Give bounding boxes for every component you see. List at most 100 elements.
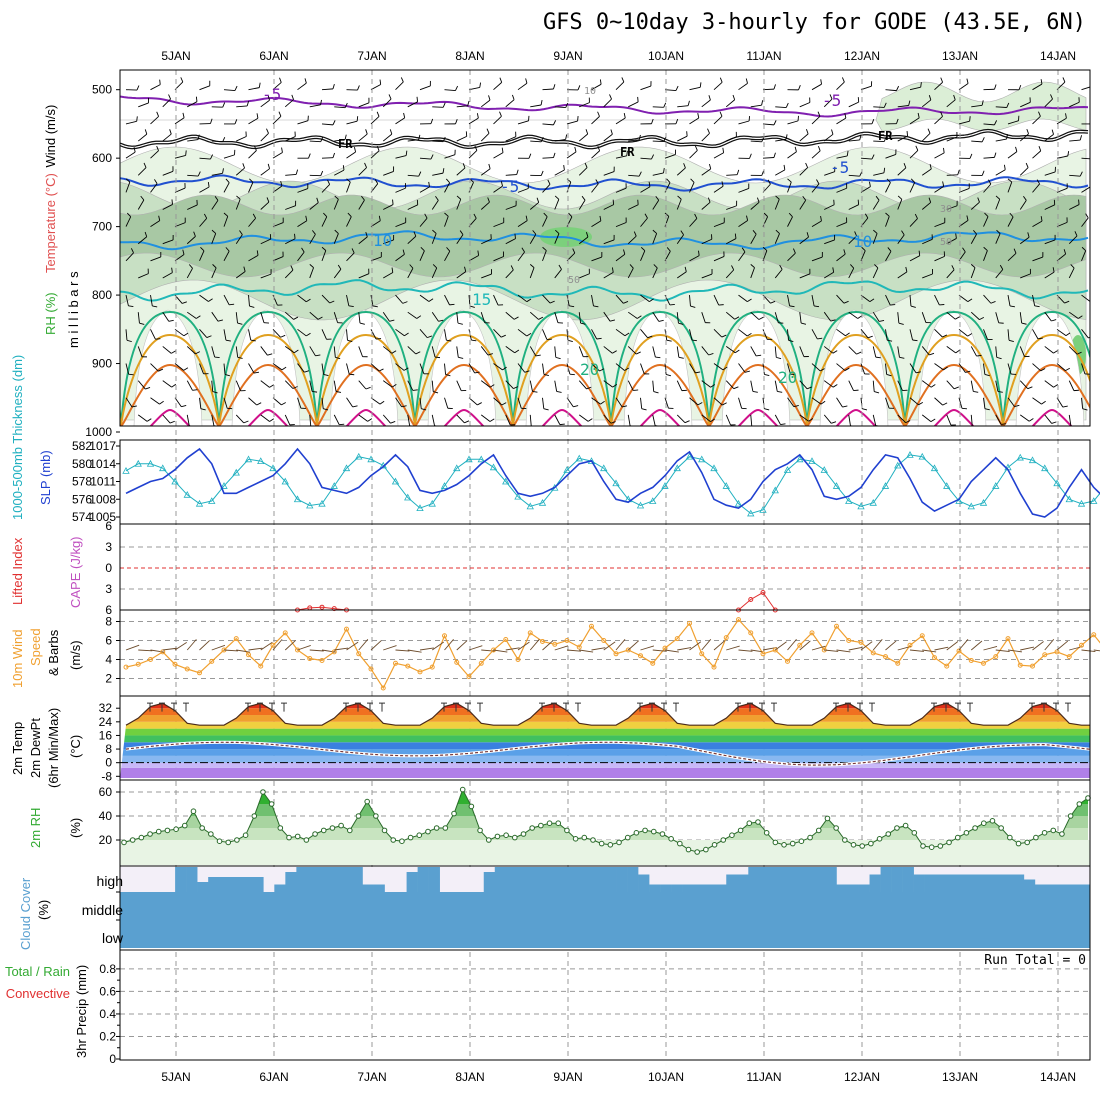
wind-barb-flag — [412, 389, 418, 391]
wind-barb — [358, 380, 367, 390]
wind-barb-flag — [1096, 426, 1100, 427]
wind-barb — [848, 380, 854, 391]
wind-barb — [1069, 139, 1081, 142]
10m-wind-barb — [468, 645, 483, 651]
wind-barb — [444, 154, 456, 159]
wind-barb — [909, 117, 920, 125]
wind-barb-flag — [887, 247, 892, 252]
wind-barb-flag — [469, 178, 474, 183]
wind-barb — [346, 216, 352, 227]
wind-barb — [615, 294, 624, 304]
wind-barb-flag — [1026, 128, 1029, 134]
wind-barb-flag — [1036, 179, 1040, 185]
wind-barb-flag — [430, 154, 434, 160]
wind-barb-flag — [320, 170, 324, 176]
wind-barb-flag — [841, 77, 845, 83]
ylabel-precip: Total / Rain Convective 3hr Precip (mm) — [5, 964, 89, 1058]
wind-barb-flag — [304, 370, 310, 373]
wind-barb — [162, 414, 171, 424]
wind-barb-flag — [574, 146, 577, 152]
wind-barb-flag — [390, 420, 396, 424]
wind-barb-flag — [342, 165, 345, 171]
wind-barb — [677, 135, 688, 142]
wind-barb-flag — [622, 405, 628, 408]
wind-barb — [456, 271, 466, 279]
wind-barb-flag — [280, 334, 286, 338]
wind-barb — [811, 220, 822, 228]
wind-barb — [1007, 397, 1015, 407]
wind-barb — [382, 346, 393, 354]
wind-barb — [456, 312, 459, 324]
wind-barb-flag — [246, 100, 250, 107]
wind-barb — [174, 328, 185, 337]
wind-barb — [1008, 432, 1017, 439]
cloud-high-bar — [748, 867, 760, 892]
thickness-point — [293, 495, 302, 503]
wind-barb — [358, 346, 364, 357]
wind-speed-point — [380, 685, 386, 691]
wind-barb — [603, 239, 615, 245]
wind-barb-flag — [793, 404, 799, 408]
wind-barb — [701, 312, 706, 323]
rh-point — [902, 822, 909, 829]
wind-barb-flag — [722, 402, 727, 406]
wind-barb — [505, 136, 517, 142]
wind-barb-flag — [267, 163, 270, 169]
wind-speed-point — [870, 650, 876, 656]
wind-barb — [640, 329, 648, 339]
wind-barb — [431, 414, 435, 426]
wind-barb-flag — [348, 305, 354, 308]
10m-wind-barb — [358, 639, 369, 651]
cloud-high-bar — [825, 867, 837, 892]
lifted-index-line — [738, 591, 776, 611]
wind-barb — [652, 172, 664, 176]
wind-barb — [738, 220, 748, 227]
wind-barb-flag — [844, 367, 850, 371]
wind-barb — [652, 200, 660, 210]
contour-label: 10 — [853, 232, 872, 251]
wind-barb — [297, 397, 302, 409]
wind-barb-flag — [624, 332, 630, 337]
rh-point — [347, 827, 353, 834]
wind-barb — [1081, 157, 1090, 160]
wind-barb — [592, 432, 600, 440]
rh-point — [1024, 839, 1031, 846]
panel-frame — [119, 609, 1091, 697]
rh-point — [868, 840, 874, 847]
wind-barb-flag — [886, 374, 892, 377]
wind-barb — [934, 255, 945, 262]
rh-point — [677, 840, 683, 847]
thickness-point — [1090, 497, 1098, 504]
wind-barb — [628, 101, 639, 108]
wind-barb-flag — [994, 152, 997, 158]
wind-barb — [431, 311, 439, 322]
date-label-top: 5JAN — [161, 49, 190, 63]
slp-line — [125, 447, 1100, 518]
rh-point — [720, 837, 727, 843]
cloud-high-bar — [660, 884, 672, 892]
cloud-high-bar — [417, 867, 429, 892]
wind-barb-flag — [474, 371, 480, 374]
wind-barb-flag — [942, 334, 948, 338]
wind-barb-flag — [234, 119, 238, 125]
wind-barb-flag — [391, 267, 394, 273]
rh-point — [729, 832, 735, 839]
pressure-tick: 500 — [92, 83, 112, 97]
wind-barb-flag — [863, 443, 868, 444]
wind-barb — [713, 185, 724, 193]
wind-barb — [591, 183, 599, 193]
wind-barb — [480, 201, 490, 210]
wind-barb-flag — [752, 230, 757, 235]
10m-wind-barb — [579, 649, 594, 653]
wind-barb — [689, 255, 700, 262]
rh-point — [164, 827, 171, 834]
wind-barb — [272, 328, 281, 338]
wind-barb-flag — [775, 229, 780, 234]
wind-barb — [370, 84, 381, 91]
wind-barb-flag — [798, 85, 801, 91]
wind-barb — [775, 169, 786, 176]
wind-barb — [211, 311, 219, 322]
wind-barb-flag — [871, 154, 875, 160]
wind-barb-flag — [555, 356, 561, 360]
wind-barb — [1032, 329, 1039, 340]
